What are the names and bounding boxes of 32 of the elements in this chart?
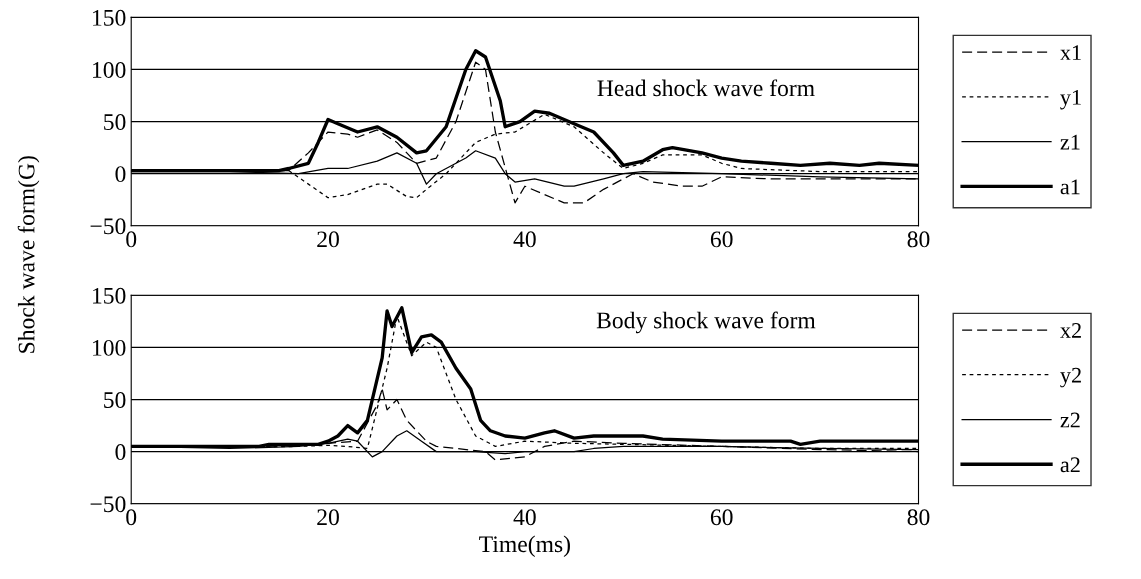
x-tick-label: 20 bbox=[317, 231, 339, 248]
y-tick-label: −50 bbox=[90, 496, 126, 513]
legend-label: x1 bbox=[1060, 45, 1081, 60]
y-tick-label: 0 bbox=[115, 166, 126, 183]
x-tick-label: 80 bbox=[907, 231, 930, 248]
legend-label: z1 bbox=[1060, 134, 1080, 150]
x-tick-label: 60 bbox=[710, 231, 733, 248]
x-tick-label: 40 bbox=[513, 509, 536, 526]
x-tick-label: 0 bbox=[126, 231, 137, 248]
legend-label: a1 bbox=[1060, 179, 1080, 195]
y-tick-label: 0 bbox=[115, 444, 126, 461]
y-tick-label: 100 bbox=[93, 61, 126, 78]
x-tick-label: 0 bbox=[126, 509, 137, 526]
text: Head shock wave form bbox=[597, 79, 815, 97]
x-tick-label: 80 bbox=[907, 509, 930, 526]
text: Body shock wave form bbox=[596, 311, 816, 334]
legend-label: z2 bbox=[1060, 412, 1080, 428]
y-tick-label: 50 bbox=[104, 392, 126, 408]
y-tick-label: 50 bbox=[104, 114, 126, 131]
y-tick-label: −50 bbox=[90, 218, 126, 235]
x-tick-label: 20 bbox=[317, 509, 339, 526]
y-tick-label: 150 bbox=[93, 287, 126, 304]
y-tick-label: 100 bbox=[93, 339, 126, 356]
x-axis-title: Time(ms) bbox=[479, 535, 570, 557]
legend-label: y1 bbox=[1060, 89, 1081, 110]
x-tick-label: 40 bbox=[513, 231, 536, 248]
legend-label: x2 bbox=[1060, 323, 1081, 338]
legend-label: y2 bbox=[1060, 367, 1081, 388]
y-tick-label: 150 bbox=[93, 9, 126, 26]
x-tick-label: 60 bbox=[710, 509, 733, 526]
y-axis-title: Shock wave form(G) bbox=[17, 156, 40, 353]
legend-label: a2 bbox=[1060, 457, 1080, 473]
